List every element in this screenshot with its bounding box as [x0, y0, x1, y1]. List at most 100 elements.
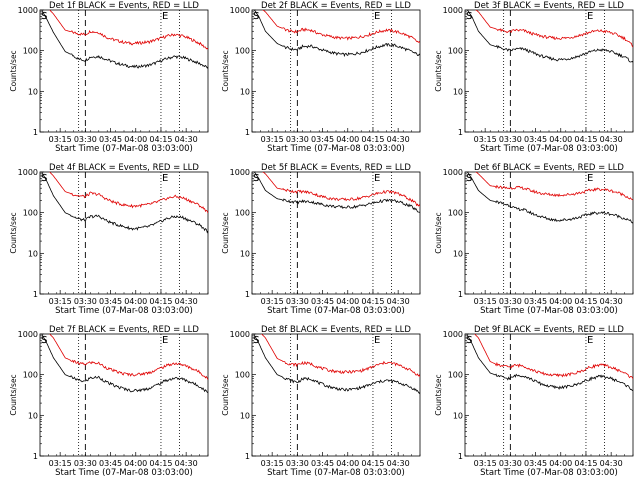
x-tick-label: 04:00 — [124, 459, 147, 468]
y-axis-label: Counts/sec — [221, 50, 230, 91]
y-tick-label: 1000 — [18, 168, 38, 177]
x-axis-label: Start Time (07-Mar-08 03:03:00) — [55, 144, 193, 154]
x-tick-label: 04:00 — [549, 297, 572, 306]
x-axis-label: Start Time (07-Mar-08 03:03:00) — [480, 468, 618, 478]
x-tick-label: 03:45 — [311, 459, 334, 468]
x-tick-label: 03:15 — [49, 135, 72, 144]
x-tick-label: 03:30 — [286, 135, 309, 144]
x-tick-label: 04:00 — [336, 297, 359, 306]
y-tick-label: 1 — [33, 290, 38, 299]
y-tick-label: 1 — [33, 452, 38, 461]
y-tick-label: 10 — [240, 411, 250, 420]
x-tick-label: 04:30 — [600, 297, 623, 306]
y-axis-label: Counts/sec — [9, 374, 18, 415]
panel-title: Det 5f BLACK = Events, RED = LLD — [261, 163, 411, 173]
plot-frame — [464, 9, 634, 133]
plot-frame — [464, 333, 634, 457]
x-axis-label: Start Time (07-Mar-08 03:03:00) — [267, 306, 405, 316]
y-tick-label: 1 — [245, 452, 250, 461]
y-tick-label: 10 — [28, 249, 38, 258]
y-tick-label: 10 — [28, 87, 38, 96]
lld-series-line — [49, 10, 208, 50]
x-tick-label: 03:15 — [49, 459, 72, 468]
x-tick-label: 03:15 — [474, 459, 497, 468]
lld-series-line — [262, 10, 420, 44]
x-tick-label: 04:00 — [549, 459, 572, 468]
start-marker: S — [466, 335, 472, 346]
y-tick-label: 1000 — [18, 6, 38, 15]
x-tick-label: 04:30 — [175, 297, 198, 306]
x-tick-label: 04:15 — [574, 297, 597, 306]
x-tick-label: 04:30 — [600, 459, 623, 468]
events-series-line — [466, 172, 633, 224]
y-tick-label: 100 — [23, 47, 38, 56]
x-tick-label: 03:45 — [524, 459, 547, 468]
x-tick-label: 03:15 — [474, 135, 497, 144]
events-series-line — [41, 10, 208, 69]
lld-series-line — [475, 172, 633, 201]
panel-title: Det 2f BLACK = Events, RED = LLD — [261, 1, 411, 11]
panel-title: Det 4f BLACK = Events, RED = LLD — [49, 163, 199, 173]
panel-title: Det 8f BLACK = Events, RED = LLD — [261, 325, 411, 335]
x-tick-label: 04:15 — [149, 135, 172, 144]
x-tick-label: 03:30 — [499, 459, 522, 468]
y-tick-label: 1 — [245, 128, 250, 137]
start-marker: S — [466, 11, 472, 22]
y-axis-label: Counts/sec — [221, 374, 230, 415]
end-marker: E — [162, 11, 168, 22]
y-tick-label: 100 — [448, 371, 463, 380]
x-tick-label: 03:30 — [74, 297, 97, 306]
y-axis-label: Counts/sec — [434, 212, 443, 253]
lld-series-line — [49, 172, 208, 214]
y-tick-label: 10 — [240, 249, 250, 258]
events-series-line — [41, 334, 208, 394]
x-tick-label: 03:30 — [74, 135, 97, 144]
x-tick-label: 03:45 — [99, 135, 122, 144]
y-tick-label: 1 — [458, 128, 463, 137]
y-tick-label: 1 — [33, 128, 38, 137]
x-tick-label: 04:00 — [336, 459, 359, 468]
plot-frame — [39, 333, 209, 457]
start-marker: S — [41, 11, 47, 22]
x-tick-label: 03:15 — [474, 297, 497, 306]
x-tick-label: 03:15 — [49, 297, 72, 306]
x-tick-label: 04:30 — [387, 459, 410, 468]
x-tick-label: 03:45 — [311, 297, 334, 306]
start-marker: S — [253, 11, 259, 22]
y-tick-label: 100 — [448, 47, 463, 56]
x-tick-label: 04:15 — [361, 459, 384, 468]
end-marker: E — [587, 173, 593, 184]
lld-series-line — [261, 334, 420, 378]
detector-panel: Det 3f BLACK = Events, RED = LLD 1 10 100 10… — [434, 1, 634, 154]
x-tick-label: 03:30 — [499, 297, 522, 306]
y-tick-label: 10 — [240, 87, 250, 96]
x-tick-label: 03:45 — [524, 297, 547, 306]
detector-panel: Det 2f BLACK = Events, RED = LLD 1 10 100 10… — [221, 1, 421, 154]
end-marker: E — [374, 173, 380, 184]
lld-series-line — [262, 172, 420, 207]
lld-series-line — [49, 334, 208, 381]
y-tick-label: 1 — [245, 290, 250, 299]
y-tick-label: 10 — [28, 411, 38, 420]
x-tick-label: 04:00 — [336, 135, 359, 144]
y-tick-label: 100 — [235, 47, 250, 56]
y-tick-label: 10 — [453, 87, 463, 96]
x-axis-label: Start Time (07-Mar-08 03:03:00) — [55, 468, 193, 478]
x-tick-label: 04:15 — [361, 297, 384, 306]
panel-title: Det 9f BLACK = Events, RED = LLD — [474, 325, 624, 335]
end-marker: E — [374, 11, 380, 22]
start-marker: S — [253, 173, 259, 184]
x-axis-label: Start Time (07-Mar-08 03:03:00) — [480, 306, 618, 316]
end-marker: E — [587, 11, 593, 22]
x-tick-label: 03:45 — [99, 297, 122, 306]
x-tick-label: 04:15 — [574, 459, 597, 468]
events-series-line — [466, 10, 633, 63]
x-axis-label: Start Time (07-Mar-08 03:03:00) — [267, 468, 405, 478]
x-tick-label: 04:30 — [600, 135, 623, 144]
y-axis-label: Counts/sec — [434, 50, 443, 91]
events-series-line — [253, 334, 420, 395]
x-tick-label: 03:15 — [261, 459, 284, 468]
plot-frame — [39, 171, 209, 295]
detector-panel: Det 6f BLACK = Events, RED = LLD 1 10 100 10… — [434, 163, 634, 316]
